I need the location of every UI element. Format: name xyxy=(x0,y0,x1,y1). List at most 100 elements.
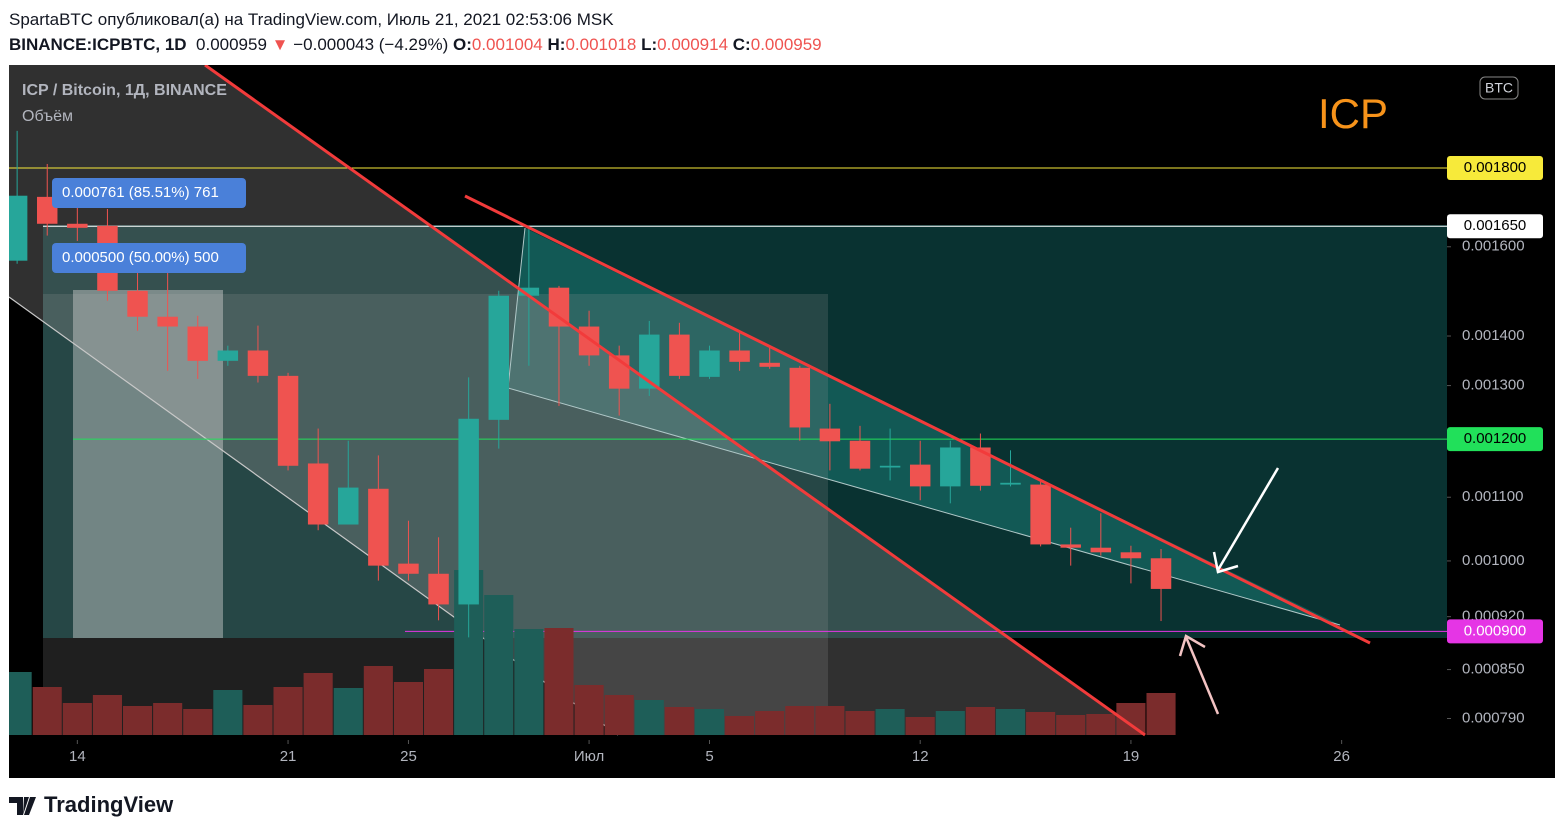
level-badge xyxy=(1447,214,1543,239)
candle-body xyxy=(789,367,811,428)
level-badge xyxy=(1447,427,1543,452)
volume-bar xyxy=(634,700,664,735)
arrow xyxy=(1184,636,1220,715)
volume-bar xyxy=(153,703,183,735)
volume-bar xyxy=(755,711,785,735)
x-tick-label: 14 xyxy=(69,748,86,765)
volume-bar xyxy=(333,688,363,735)
volume-bar xyxy=(273,687,303,735)
volume-bar xyxy=(122,706,153,735)
measure-tooltip xyxy=(52,243,246,273)
publish-line: SpartaBTC опубликовал(а) на TradingView.… xyxy=(9,10,614,29)
volume-bar xyxy=(574,685,604,735)
trend-line xyxy=(507,387,1341,626)
header: SpartaBTC опубликовал(а) на TradingView.… xyxy=(9,7,822,57)
candle-body xyxy=(157,316,178,327)
candle-body xyxy=(428,573,449,605)
candle-body xyxy=(970,447,991,486)
volume-bar xyxy=(815,706,845,735)
level-label: 0.001200 xyxy=(1464,430,1527,447)
volume-bar xyxy=(845,711,875,735)
candle-body xyxy=(1120,552,1142,559)
volume-bar xyxy=(935,711,965,735)
arrow xyxy=(1216,467,1280,571)
level-label: 0.000900 xyxy=(1464,622,1527,639)
candle-body xyxy=(940,447,961,487)
volume-bar xyxy=(965,707,995,735)
volume-bar xyxy=(544,628,574,735)
volume-bar xyxy=(514,629,544,735)
watermark: ICP xyxy=(1318,90,1388,137)
candle-body xyxy=(217,350,239,361)
symbol: BINANCE:ICPBTC, 1D xyxy=(9,35,187,54)
x-tick-label: 21 xyxy=(280,748,297,765)
h-value: 0.001018 xyxy=(565,35,637,54)
logo-text: TradingView xyxy=(44,792,174,817)
l-label: L: xyxy=(641,35,658,54)
candle-body xyxy=(669,334,690,376)
c-label: C: xyxy=(732,35,751,54)
volume-bar xyxy=(1086,714,1116,735)
x-tick-label: 26 xyxy=(1333,748,1350,765)
volume-bar xyxy=(243,705,273,735)
logo: TradingView xyxy=(9,792,174,817)
candle-body xyxy=(1030,484,1051,545)
level-label: 0.001800 xyxy=(1464,159,1527,176)
candle-body xyxy=(9,195,28,261)
candle-body xyxy=(307,463,329,525)
candle-body xyxy=(759,362,780,367)
y-tick-label: 0.000790 xyxy=(1462,709,1525,726)
y-tick-label: 0.001600 xyxy=(1462,238,1525,255)
c-value: 0.000959 xyxy=(750,35,822,54)
volume-bar xyxy=(363,666,393,735)
measure-text: 0.000761 (85.51%) 761 xyxy=(62,184,219,201)
level-label: 0.001650 xyxy=(1464,217,1527,234)
volume-bar xyxy=(995,709,1026,735)
candle-body xyxy=(1150,558,1172,589)
currency: BTC xyxy=(1485,80,1513,96)
candle-body xyxy=(127,290,148,317)
measure-box xyxy=(43,294,828,735)
candle-body xyxy=(1060,544,1081,548)
volume-label: Объём xyxy=(22,108,73,125)
volume-bar xyxy=(905,717,935,735)
volume-bar xyxy=(9,672,32,735)
y-tick-label: 0.001100 xyxy=(1462,488,1523,505)
volume-bar xyxy=(32,687,62,735)
candle-body xyxy=(458,418,479,605)
volume-bar xyxy=(484,595,514,735)
volume-bar xyxy=(1056,715,1086,735)
candle-body xyxy=(368,488,389,566)
volume-bar xyxy=(183,709,213,735)
quote-line: BINANCE:ICPBTC, 1D 0.000959 ▼ −0.000043 … xyxy=(9,32,822,57)
volume-bar xyxy=(1026,712,1056,735)
candle-body xyxy=(849,440,871,469)
arrow-head xyxy=(1212,551,1239,574)
measure-text: 0.000500 (50.00%) 500 xyxy=(62,249,219,266)
gray-zone xyxy=(9,65,1145,735)
measure-tooltip xyxy=(52,178,246,208)
volume-bar xyxy=(725,716,755,735)
arrow-head xyxy=(1178,634,1206,657)
o-value: 0.001004 xyxy=(471,35,543,54)
candle-body xyxy=(1090,547,1112,553)
x-tick-label: 5 xyxy=(705,748,713,765)
volume-bar xyxy=(1146,693,1176,735)
volume-bar xyxy=(213,690,243,735)
y-tick-label: 0.001400 xyxy=(1462,327,1525,344)
candle-body xyxy=(67,223,88,228)
x-tick-label: 25 xyxy=(400,748,417,765)
volume-bar xyxy=(664,707,694,735)
y-tick-label: 0.001000 xyxy=(1462,552,1525,569)
candle-body xyxy=(187,326,208,361)
trend-line-red xyxy=(204,65,1146,737)
candle-body xyxy=(277,375,299,466)
volume-bar xyxy=(62,703,92,735)
y-tick-label: 0.000850 xyxy=(1462,661,1525,678)
candle-body xyxy=(819,428,841,442)
logo-mark xyxy=(9,797,36,815)
x-tick-label: 12 xyxy=(912,748,929,765)
volume-bar xyxy=(875,709,905,735)
volume-bar xyxy=(424,669,454,735)
